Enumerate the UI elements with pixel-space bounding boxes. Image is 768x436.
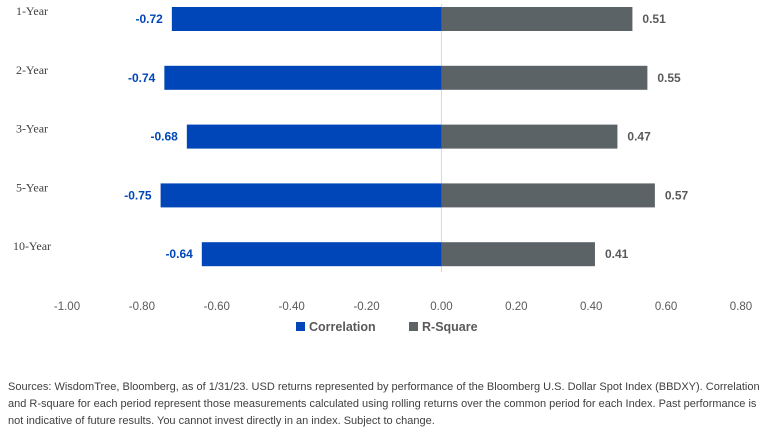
correlation-legend-swatch — [296, 322, 305, 331]
x-tick-label: 0.20 — [505, 301, 527, 313]
r-square-bar — [441, 124, 618, 149]
bar-chart-svg: 1-Year -0.72 0.51 2-Year -0.74 0.55 3-Year -0.6… — [13, 4, 752, 334]
r-square-legend-label: R-Square — [422, 320, 478, 334]
r-square-data-label: 0.41 — [605, 247, 629, 261]
category-label: 5-Year — [16, 180, 48, 194]
r-square-bar — [441, 7, 633, 31]
x-tick-label: -0.60 — [204, 301, 230, 313]
r-square-data-label: 0.47 — [627, 130, 651, 144]
x-tick-label: 0.00 — [430, 301, 452, 313]
r-square-data-label: 0.51 — [642, 12, 666, 26]
r-square-data-label: 0.55 — [657, 71, 681, 85]
correlation-bar — [201, 242, 442, 267]
chart: 1-Year -0.72 0.51 2-Year -0.74 0.55 3-Year -0.6… — [13, 4, 752, 334]
r-square-bar — [441, 242, 595, 267]
correlation-data-label: -0.64 — [165, 247, 193, 261]
r-square-bar — [441, 183, 655, 208]
correlation-bar — [164, 65, 442, 90]
correlation-data-label: -0.74 — [128, 71, 156, 85]
correlation-legend-label: Correlation — [309, 320, 376, 334]
x-tick-label: 0.40 — [580, 301, 602, 313]
x-tick-label: 0.60 — [655, 301, 677, 313]
x-tick-label: -1.00 — [54, 301, 80, 313]
footnote: Sources: WisdomTree, Bloomberg, as of 1/… — [8, 381, 760, 427]
category-label: 3-Year — [16, 122, 48, 136]
r-square-data-label: 0.57 — [665, 188, 689, 202]
r-square-bar — [441, 65, 648, 90]
category-label: 1-Year — [16, 4, 48, 18]
category-label: 2-Year — [16, 63, 48, 77]
x-tick-label: 0.80 — [730, 301, 752, 313]
x-tick-label: -0.80 — [129, 301, 155, 313]
correlation-bar — [171, 7, 442, 31]
category-label: 10-Year — [13, 239, 51, 253]
correlation-bar — [186, 124, 442, 149]
correlation-bar — [160, 183, 442, 208]
correlation-data-label: -0.72 — [135, 12, 163, 26]
r-square-legend-swatch — [409, 322, 418, 331]
correlation-data-label: -0.75 — [124, 188, 152, 202]
x-tick-label: -0.40 — [279, 301, 305, 313]
correlation-data-label: -0.68 — [150, 130, 178, 144]
x-tick-label: -0.20 — [353, 301, 379, 313]
